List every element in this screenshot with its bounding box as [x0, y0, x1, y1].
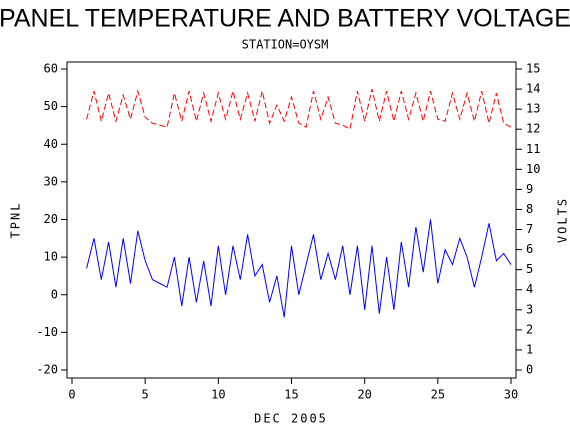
y2-tick-label: 15 — [526, 62, 540, 76]
y-axis-label: TPNL — [9, 202, 23, 239]
x-tick-label: 30 — [504, 388, 518, 402]
series-line — [86, 219, 512, 318]
y2-tick-label: 3 — [526, 302, 533, 316]
y-tick-label: 20 — [44, 212, 58, 226]
series-line — [86, 88, 512, 130]
x-tick-label: 25 — [431, 388, 445, 402]
y2-tick-label: 8 — [526, 202, 533, 216]
x-tick-label: 5 — [142, 388, 149, 402]
y2-tick-label: 9 — [526, 182, 533, 196]
y-tick-label: -10 — [36, 325, 58, 339]
y-tick-label: 10 — [44, 250, 58, 264]
y2-tick-label: 13 — [526, 102, 540, 116]
y2-tick-label: 4 — [526, 282, 533, 296]
y2-tick-label: 7 — [526, 222, 533, 236]
x-tick-label: 15 — [284, 388, 298, 402]
chart-title: PANEL TEMPERATURE AND BATTERY VOLTAGE — [0, 5, 570, 33]
y2-tick-label: 6 — [526, 242, 533, 256]
chart-subtitle: STATION=OYSM — [242, 38, 329, 52]
y-tick-label: -20 — [36, 363, 58, 377]
y2-tick-label: 12 — [526, 122, 540, 136]
y2-tick-label: 0 — [526, 363, 533, 377]
y2-tick-label: 1 — [526, 342, 533, 356]
y-tick-label: 60 — [44, 62, 58, 76]
y2-tick-label: 14 — [526, 82, 540, 96]
y2-tick-label: 5 — [526, 262, 533, 276]
y-tick-label: 0 — [51, 287, 58, 301]
y-tick-label: 40 — [44, 137, 58, 151]
y2-tick-label: 2 — [526, 322, 533, 336]
y2-tick-label: 11 — [526, 142, 540, 156]
x-tick-label: 10 — [211, 388, 225, 402]
y-tick-label: 30 — [44, 174, 58, 188]
y2-axis-label: VOLTS — [556, 197, 570, 243]
x-tick-label: 20 — [357, 388, 371, 402]
y-tick-label: 50 — [44, 99, 58, 113]
y2-tick-label: 10 — [526, 162, 540, 176]
x-axis-label: DEC 2005 — [254, 412, 328, 426]
x-tick-label: 0 — [68, 388, 75, 402]
